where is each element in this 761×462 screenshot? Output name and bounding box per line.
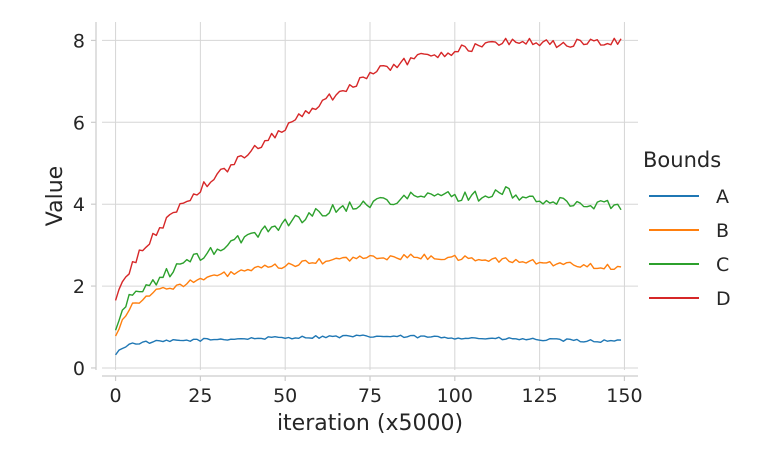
y-tick-label: 8 — [73, 30, 85, 52]
y-tick-label: 0 — [73, 358, 85, 380]
series-line-c — [114, 186, 622, 331]
x-tick-label: 75 — [358, 385, 382, 407]
y-tick-label: 2 — [73, 276, 85, 298]
x-tick-label: 150 — [606, 385, 642, 407]
legend-entry-label: C — [716, 254, 729, 276]
x-tick-label: 25 — [188, 385, 212, 407]
series-line-d — [114, 37, 622, 301]
x-tick-label: 0 — [110, 385, 122, 407]
legend-entry-label: D — [716, 288, 731, 310]
series-line-b — [114, 253, 622, 337]
grid — [102, 22, 638, 370]
x-tick-label: 50 — [273, 385, 297, 407]
legend-entry-label: B — [716, 220, 729, 242]
y-tick-label: 6 — [73, 112, 85, 134]
legend-title: Bounds — [643, 148, 721, 172]
x-tick-label: 100 — [437, 385, 473, 407]
x-tick-label: 125 — [521, 385, 557, 407]
x-axis-label: iteration (x5000) — [277, 411, 463, 436]
series-lines — [114, 37, 622, 356]
y-axis-label: Value — [43, 166, 68, 226]
axes — [95, 22, 638, 377]
ticks: 0 25 50 75 100 125 150 0 2 4 6 8 — [73, 30, 643, 407]
series-line-a — [115, 334, 622, 356]
legend-entry-label: A — [716, 186, 729, 208]
y-tick-label: 4 — [73, 194, 85, 216]
